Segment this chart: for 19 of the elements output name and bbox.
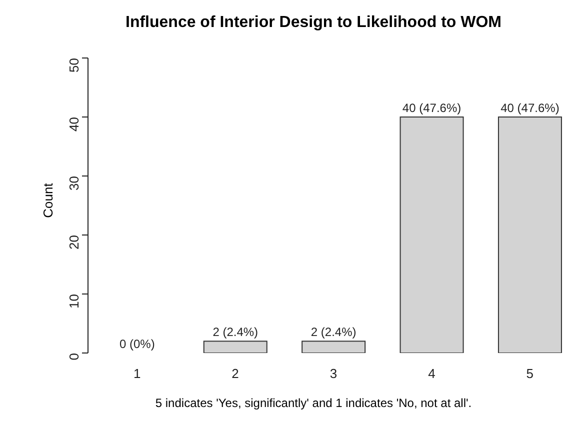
data-label: 2 (2.4%) bbox=[212, 325, 258, 340]
y-tick-label: 40 bbox=[66, 117, 82, 132]
data-label: 2 (2.4%) bbox=[310, 325, 356, 340]
y-tick-label: 0 bbox=[66, 353, 82, 360]
data-label: 40 (47.6%) bbox=[402, 101, 462, 115]
x-axis-title: 5 indicates 'Yes, significantly' and 1 indicates 'No, not at all'. bbox=[154, 396, 473, 410]
y-tick-label: 50 bbox=[66, 58, 82, 72]
y-axis-title: Count bbox=[40, 182, 56, 220]
data-label: 0 (0%) bbox=[120, 337, 155, 351]
x-tick-label: 2 bbox=[232, 366, 239, 382]
x-tick-label: 3 bbox=[330, 366, 338, 382]
y-tick-label: 10 bbox=[66, 294, 82, 308]
x-tick-label: 5 bbox=[526, 366, 534, 382]
y-tick-label: 20 bbox=[66, 235, 82, 250]
chart-title: Influence of Interior Design to Likelihood to WOM bbox=[124, 14, 502, 32]
x-tick-label: 1 bbox=[133, 366, 141, 382]
data-label: 40 (47.6%) bbox=[500, 101, 560, 115]
y-tick-label: 30 bbox=[66, 176, 82, 190]
x-tick-label: 4 bbox=[428, 366, 436, 382]
